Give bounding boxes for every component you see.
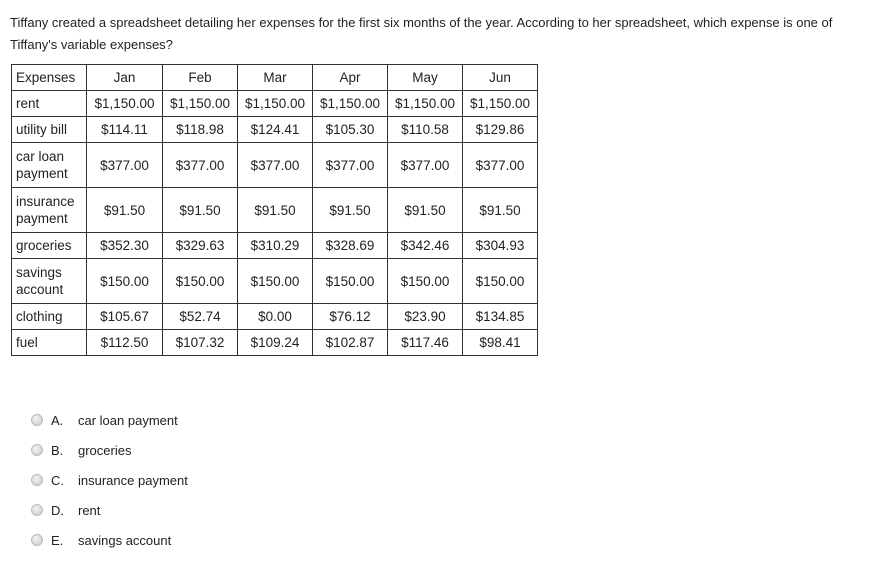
header-cell: May [387,64,463,91]
table-cell: $114.11 [86,116,163,143]
table-cell: $1,150.00 [312,90,388,117]
table-row: insurance payment $91.50 $91.50 $91.50 $91.5… [11,187,538,233]
table-cell: $304.93 [462,232,538,259]
table-cell: $342.46 [387,232,463,259]
table-row: car loan payment $377.00 $377.00 $377.00 $37… [11,142,538,188]
row-label: rent [11,90,87,117]
option-letter: A. [51,412,64,428]
header-cell: Feb [162,64,238,91]
row-label: fuel [11,329,87,356]
option-text: savings account [78,532,172,548]
option-letter: C. [51,472,64,488]
table-cell: $129.86 [462,116,538,143]
table-cell: $91.50 [237,187,313,233]
table-cell: $109.24 [237,329,313,356]
row-label: savings account [11,258,87,304]
option-letter: E. [51,532,64,548]
table-cell: $1,150.00 [86,90,163,117]
table-cell: $110.58 [387,116,463,143]
answer-option[interactable]: D. rent [31,495,188,525]
header-cell: Jun [462,64,538,91]
table-cell: $310.29 [237,232,313,259]
table-cell: $0.00 [237,303,313,330]
table-cell: $91.50 [387,187,463,233]
table-cell: $150.00 [387,258,463,304]
table-row: clothing $105.67 $52.74 $0.00 $76.12 $23.90 $1… [11,303,538,330]
table-cell: $118.98 [162,116,238,143]
radio-button[interactable] [31,444,43,456]
row-label: clothing [11,303,87,330]
table-cell: $105.30 [312,116,388,143]
table-row: groceries $352.30 $329.63 $310.29 $328.69 $34… [11,232,538,259]
table-cell: $329.63 [162,232,238,259]
table-cell: $150.00 [162,258,238,304]
table-cell: $1,150.00 [387,90,463,117]
table-cell: $52.74 [162,303,238,330]
option-text: groceries [78,442,132,458]
table-cell: $91.50 [462,187,538,233]
table-cell: $328.69 [312,232,388,259]
table-cell: $105.67 [86,303,163,330]
table-cell: $150.00 [86,258,163,304]
table-cell: $377.00 [387,142,463,188]
header-cell: Expenses [11,64,87,91]
answer-option[interactable]: B. groceries [31,435,188,465]
table-cell: $91.50 [312,187,388,233]
table-cell: $377.00 [162,142,238,188]
table-cell: $1,150.00 [162,90,238,117]
table-cell: $124.41 [237,116,313,143]
radio-button[interactable] [31,414,43,426]
option-text: rent [78,502,101,518]
table-cell: $150.00 [462,258,538,304]
option-text: insurance payment [78,472,188,488]
answer-option[interactable]: E. savings account [31,525,188,555]
option-letter: B. [51,442,64,458]
option-letter: D. [51,502,64,518]
table-cell: $1,150.00 [462,90,538,117]
table-cell: $1,150.00 [237,90,313,117]
table-cell: $134.85 [462,303,538,330]
row-label: car loan payment [11,142,87,188]
row-label: insurance payment [11,187,87,233]
table-cell: $102.87 [312,329,388,356]
table-cell: $377.00 [462,142,538,188]
radio-button[interactable] [31,504,43,516]
table-cell: $112.50 [86,329,163,356]
radio-button[interactable] [31,534,43,546]
table-cell: $91.50 [162,187,238,233]
option-text: car loan payment [78,412,178,428]
expenses-table: Expenses Jan Feb Mar Apr May Jun rent $1,… [11,64,538,356]
row-label: utility bill [11,116,87,143]
table-cell: $98.41 [462,329,538,356]
answer-option[interactable]: A. car loan payment [31,405,188,435]
table-cell: $377.00 [237,142,313,188]
table-cell: $150.00 [312,258,388,304]
table-cell: $150.00 [237,258,313,304]
table-cell: $107.32 [162,329,238,356]
table-cell: $117.46 [387,329,463,356]
table-row: fuel $112.50 $107.32 $109.24 $102.87 $117.46 $… [11,329,538,356]
radio-button[interactable] [31,474,43,486]
table-cell: $352.30 [86,232,163,259]
table-cell: $23.90 [387,303,463,330]
table-cell: $377.00 [312,142,388,188]
table-cell: $377.00 [86,142,163,188]
table-row: rent $1,150.00 $1,150.00 $1,150.00 $1,150.00… [11,90,538,117]
table-row: savings account $150.00 $150.00 $150.00 $150… [11,258,538,304]
table-cell: $76.12 [312,303,388,330]
answer-option[interactable]: C. insurance payment [31,465,188,495]
table-row: utility bill $114.11 $118.98 $124.41 $105.30… [11,116,538,143]
table-cell: $91.50 [86,187,163,233]
header-cell: Jan [86,64,163,91]
header-cell: Mar [237,64,313,91]
row-label: groceries [11,232,87,259]
question-text: Tiffany created a spreadsheet detailing … [10,15,833,52]
header-cell: Apr [312,64,388,91]
table-header-row: Expenses Jan Feb Mar Apr May Jun [11,64,538,91]
answer-options: A. car loan payment B. groceries C. insurance… [31,405,188,555]
